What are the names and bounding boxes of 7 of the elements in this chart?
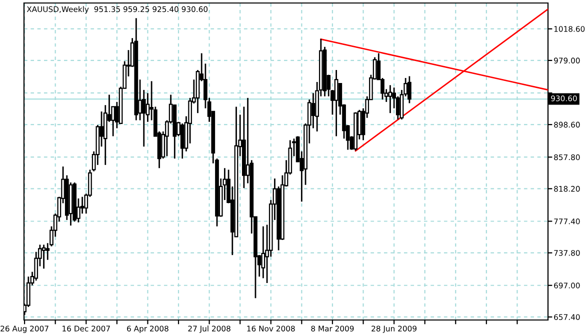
candlestick xyxy=(408,75,412,104)
candlestick xyxy=(311,92,316,129)
candlestick xyxy=(180,122,184,160)
candlestick xyxy=(261,226,266,279)
candlestick xyxy=(42,244,46,270)
candlestick xyxy=(334,69,338,137)
candlestick xyxy=(388,84,392,114)
